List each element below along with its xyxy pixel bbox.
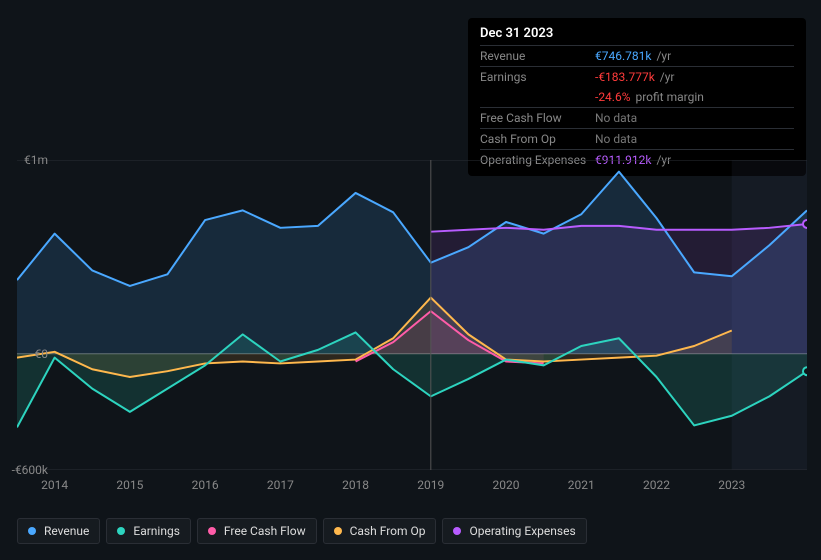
tooltip-label: Earnings: [480, 70, 595, 84]
legend-item[interactable]: Cash From Op: [323, 518, 437, 544]
chart-area[interactable]: [17, 160, 807, 470]
legend-label: Earnings: [133, 524, 180, 538]
tooltip-rows: Revenue€746.781k /yrEarnings-€183.777k /…: [480, 45, 794, 170]
y-tick-label: €1m: [24, 153, 48, 167]
y-tick-label: -€600k: [12, 463, 48, 477]
legend: Revenue Earnings Free Cash Flow Cash From O…: [17, 518, 587, 544]
tooltip-row: Revenue€746.781k /yr: [480, 45, 794, 66]
x-tick-label: 2014: [41, 478, 68, 492]
x-tick-label: 2016: [192, 478, 219, 492]
chart-svg: [17, 160, 807, 470]
x-tick-label: 2021: [568, 478, 595, 492]
x-tick-label: 2018: [342, 478, 369, 492]
tooltip-value: No data: [595, 111, 637, 125]
tooltip-title: Dec 31 2023: [480, 26, 794, 41]
legend-item[interactable]: Operating Expenses: [442, 518, 586, 544]
tooltip-value: €746.781k /yr: [595, 49, 671, 63]
tooltip-value: No data: [595, 132, 637, 146]
y-tick-label: €0: [35, 347, 49, 361]
legend-swatch: [208, 527, 216, 535]
x-tick-label: 2015: [116, 478, 143, 492]
tooltip-label: Cash From Op: [480, 132, 595, 146]
tooltip-label: Free Cash Flow: [480, 111, 595, 125]
x-tick-label: 2017: [267, 478, 294, 492]
legend-swatch: [334, 527, 342, 535]
tooltip-label: Revenue: [480, 49, 595, 63]
legend-swatch: [28, 527, 36, 535]
legend-swatch: [117, 527, 125, 535]
legend-swatch: [453, 527, 461, 535]
legend-label: Operating Expenses: [469, 524, 575, 538]
tooltip-panel: Dec 31 2023 Revenue€746.781k /yrEarnings…: [468, 18, 806, 176]
x-tick-label: 2023: [718, 478, 745, 492]
tooltip-value: -€183.777k /yr: [595, 70, 674, 84]
x-tick-label: 2019: [417, 478, 444, 492]
tooltip-value: -24.6% profit margin: [595, 90, 704, 104]
tooltip-row: Free Cash FlowNo data: [480, 107, 794, 128]
legend-label: Free Cash Flow: [224, 524, 306, 538]
x-tick-label: 2020: [493, 478, 520, 492]
tooltip-row: Cash From OpNo data: [480, 128, 794, 149]
legend-item[interactable]: Revenue: [17, 518, 100, 544]
legend-item[interactable]: Earnings: [106, 518, 191, 544]
x-tick-label: 2022: [643, 478, 670, 492]
tooltip-row: Earnings-€183.777k /yr: [480, 66, 794, 87]
legend-label: Cash From Op: [350, 524, 426, 538]
tooltip-row: -24.6% profit margin: [480, 87, 794, 107]
legend-item[interactable]: Free Cash Flow: [197, 518, 317, 544]
tooltip-label: [480, 90, 595, 104]
legend-label: Revenue: [44, 524, 89, 538]
